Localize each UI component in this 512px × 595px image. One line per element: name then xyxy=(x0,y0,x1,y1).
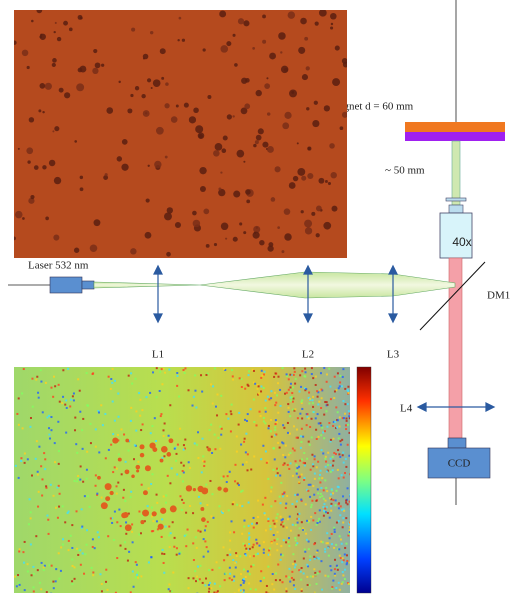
mirror-label: DM1 xyxy=(487,290,510,302)
ccd-label: CCD xyxy=(448,458,471,470)
laser-label: Laser 532 nm xyxy=(28,260,89,272)
beam xyxy=(200,272,455,298)
lens-label: L1 xyxy=(152,349,164,361)
colorbar xyxy=(357,367,371,593)
field-map xyxy=(14,367,352,595)
magnet xyxy=(405,122,505,132)
lens-label: L4 xyxy=(400,403,413,415)
laser xyxy=(50,277,82,293)
objective-label: 40x xyxy=(452,235,471,249)
distance-label: ~ 50 mm xyxy=(385,165,425,177)
laser-nozzle xyxy=(82,281,94,289)
lens-label: L3 xyxy=(387,349,400,361)
beam xyxy=(452,141,460,205)
slide xyxy=(446,198,466,201)
objective-tip xyxy=(449,205,463,213)
microscope-image xyxy=(12,8,348,258)
ccd-window xyxy=(448,438,466,448)
figure: magnet d = 60 mm ~ 50 mm 40x Laser 532 n… xyxy=(0,0,512,595)
lens-label: L2 xyxy=(302,349,314,361)
magnet-base xyxy=(405,132,505,141)
beam xyxy=(94,282,200,288)
